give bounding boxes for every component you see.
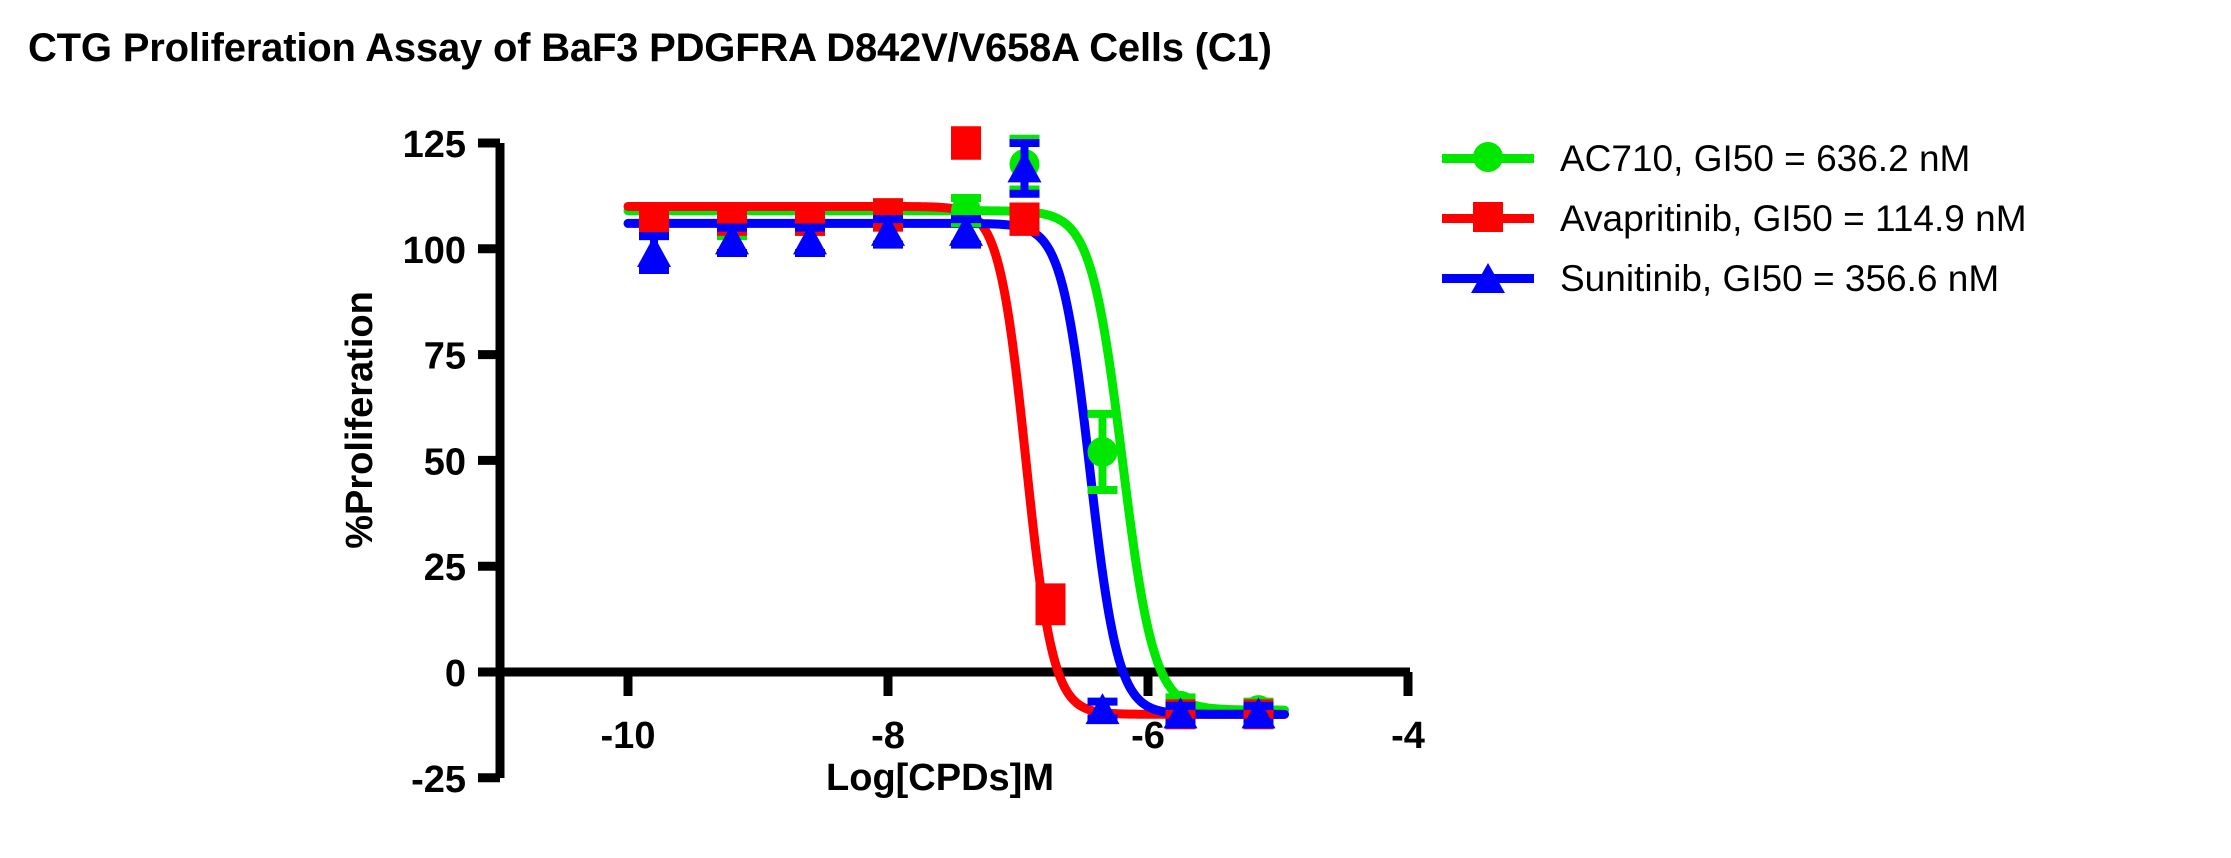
data-point: [1009, 202, 1040, 236]
data-point: [1007, 139, 1042, 198]
data-point: [1163, 697, 1198, 729]
marker-triangle: [1163, 697, 1198, 729]
legend-item[interactable]: AC710, GI50 = 636.2 nM: [1442, 128, 2212, 188]
y-tick-label: 100: [403, 230, 466, 272]
marker-triangle: [793, 223, 827, 255]
x-tick-label: -8: [871, 715, 905, 757]
legend-marker-square-icon: [1473, 202, 1503, 232]
x-tick-label: -10: [601, 715, 656, 757]
curves-group: [623, 201, 1289, 719]
y-tick-label: 75: [424, 336, 466, 378]
marker-triangle: [637, 236, 671, 268]
y-tick-label: 25: [424, 547, 466, 589]
legend-key-triangle-icon: [1442, 261, 1534, 295]
marker-triangle: [1007, 151, 1042, 183]
data-point: [871, 214, 905, 249]
legend-label: AC710, GI50 = 636.2 nM: [1560, 137, 1971, 179]
marker-triangle: [949, 214, 983, 246]
marker-triangle: [1241, 697, 1276, 729]
legend-marker-triangle-icon: [1471, 263, 1505, 293]
curve-square: [623, 201, 1289, 719]
curve-triangle: [623, 218, 1289, 719]
marker-circle: [1087, 436, 1118, 467]
x-tick-label: -4: [1391, 715, 1425, 757]
axis-labels-group: 125 100 75 50 25 0 -25 -10 -8 -6 -4 %Proliferation L…: [339, 124, 1425, 801]
data-point: [1087, 409, 1118, 495]
marker-square: [639, 204, 669, 235]
curve-circle: [623, 206, 1289, 715]
data-point: [793, 223, 827, 258]
data-point: [715, 223, 749, 258]
data-point: [951, 126, 981, 160]
legend-item[interactable]: Avapritinib, GI50 = 114.9 nM: [1442, 188, 2212, 248]
data-point: [637, 232, 671, 274]
marker-square: [951, 128, 981, 158]
data-point: [639, 202, 669, 236]
data-points-group: [637, 126, 1276, 730]
legend-key-square-icon: [1442, 201, 1534, 235]
y-tick-label: 50: [424, 441, 466, 483]
axes-group: [478, 138, 1413, 783]
legend-label: Avapritinib, GI50 = 114.9 nM: [1560, 197, 2027, 239]
marker-triangle: [715, 223, 749, 255]
y-axis-title: %Proliferation: [339, 291, 381, 549]
legend-label: Sunitinib, GI50 = 356.6 nM: [1560, 257, 2000, 299]
data-point: [1085, 693, 1120, 725]
y-tick-label: 125: [403, 124, 466, 166]
legend: AC710, GI50 = 636.2 nM Avapritinib, GI50 …: [1442, 128, 2212, 308]
page-title: CTG Proliferation Assay of BaF3 PDGFRA D…: [28, 26, 1272, 70]
y-tick-label: -25: [411, 759, 466, 801]
data-point: [1241, 697, 1276, 729]
marker-triangle: [1085, 693, 1120, 725]
x-tick-label: -6: [1131, 715, 1165, 757]
legend-item[interactable]: Sunitinib, GI50 = 356.6 nM: [1442, 248, 2212, 308]
marker-square: [1035, 589, 1066, 620]
data-point: [717, 202, 747, 236]
legend-marker-circle-icon: [1473, 142, 1503, 172]
data-point: [949, 214, 983, 249]
marker-square: [1009, 204, 1040, 235]
x-axis-title: Log[CPDs]M: [826, 757, 1054, 799]
marker-triangle: [871, 214, 905, 246]
legend-key-circle-icon: [1442, 141, 1534, 175]
data-point: [1035, 583, 1066, 626]
y-tick-label: 0: [445, 653, 466, 695]
